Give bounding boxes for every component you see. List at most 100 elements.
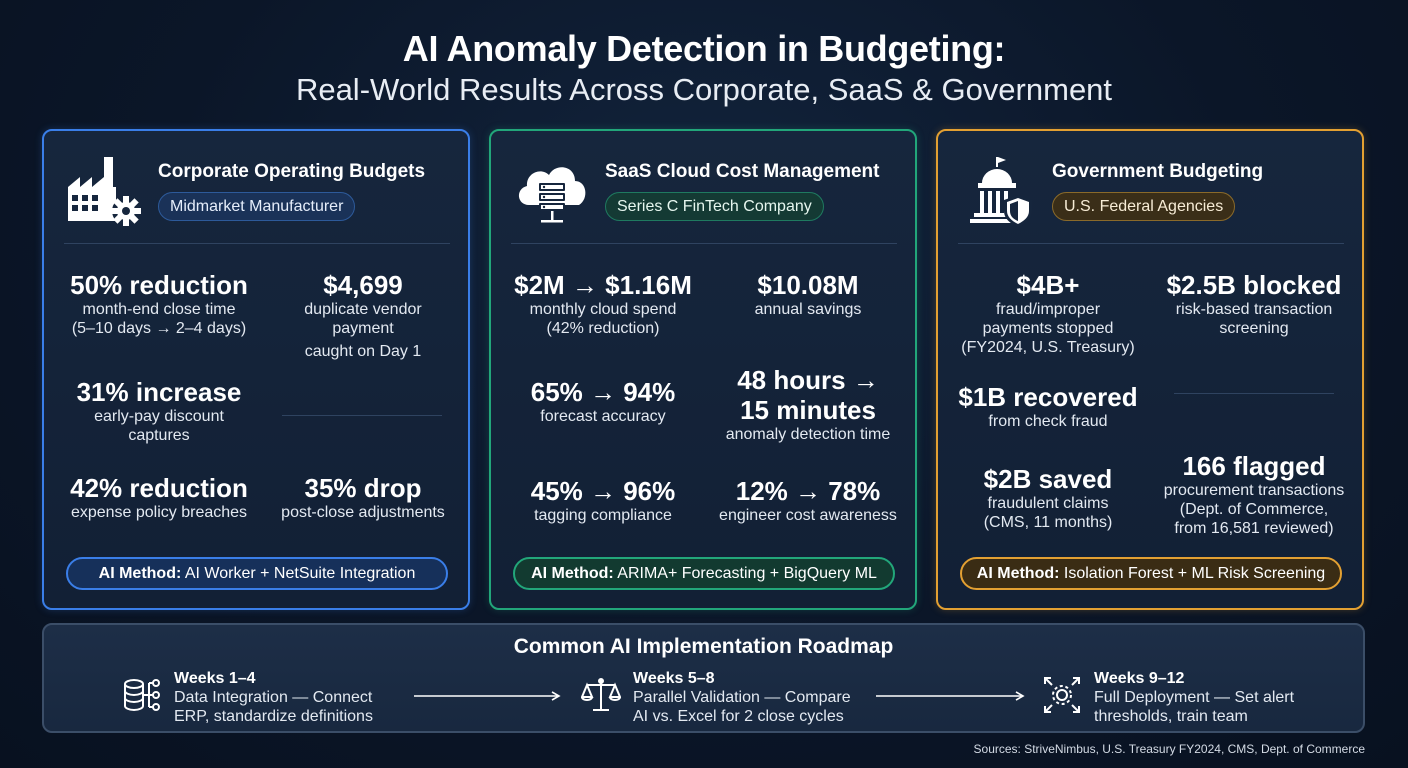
step-text: Weeks 1–4 Data Integration — Connect ERP…	[174, 669, 373, 726]
metric-value: 166 flagged	[1182, 451, 1326, 481]
metric-label: month-end close time	[82, 301, 236, 318]
metric-value: $4B+	[1016, 270, 1080, 300]
ai-method-badge: AI Method: AI Worker + NetSuite Integrat…	[66, 557, 448, 590]
arrow-right-icon	[876, 691, 1025, 701]
metric-label: engineer cost awareness	[719, 507, 897, 524]
ai-method-value: Isolation Forest + ML Risk Screening	[1063, 565, 1326, 582]
card-government: Government Budgeting U.S. Federal Agenci…	[936, 129, 1364, 610]
metric-label: post-close adjustments	[281, 504, 445, 521]
metric: $10.08M annual savings	[715, 270, 901, 319]
metric: $2M → $1.16M monthly cloud spend (42% re…	[501, 270, 705, 338]
ai-method-label: AI Method:	[531, 565, 614, 582]
metric: 35% drop post-close adjustments	[270, 473, 456, 522]
metric-label: annual savings	[754, 301, 862, 318]
metric: 65% → 94% forecast accuracy	[501, 377, 705, 426]
metric: 45% → 96% tagging compliance	[501, 476, 705, 525]
metric-value: 35% drop	[304, 473, 422, 503]
metric: $2.5B blocked risk-based transaction scr…	[1156, 270, 1352, 338]
metric: $1B recovered from check fraud	[942, 382, 1154, 431]
metric-label: duplicate vendor	[304, 301, 422, 318]
scale-balance-icon	[581, 678, 621, 711]
card-title: Government Budgeting	[1052, 161, 1264, 182]
roadmap-title: Common AI Implementation Roadmap	[513, 635, 894, 658]
metric-label: captures	[128, 427, 190, 444]
metric-value: $4,699	[323, 270, 403, 300]
database-network-icon	[124, 679, 160, 712]
divider	[282, 415, 442, 416]
step-description: thresholds, train team	[1094, 708, 1248, 725]
metric: 48 hours → 15 minutes anomaly detection …	[715, 365, 901, 444]
ai-method-label: AI Method:	[976, 565, 1060, 582]
cloud-server-icon	[518, 167, 586, 223]
ai-method-label: AI Method:	[98, 565, 182, 582]
metric: $4B+ fraud/improper payments stopped (FY…	[948, 270, 1148, 357]
metric: 42% reduction expense policy breaches	[58, 473, 260, 522]
metric: 166 flagged procurement transactions (De…	[1148, 451, 1360, 538]
ai-method-badge: AI Method: ARIMA+ Forecasting + BigQuery…	[513, 557, 895, 590]
tag-badge: Series C FinTech Company	[605, 192, 824, 221]
metric-value: 50% reduction	[70, 270, 248, 300]
step-text: Weeks 9–12 Full Deployment — Set alert t…	[1094, 669, 1294, 726]
metric: $2B saved fraudulent claims (CMS, 11 mon…	[948, 464, 1148, 532]
metric-value: 15 minutes	[740, 395, 876, 425]
step-description: Full Deployment — Set alert	[1094, 689, 1295, 706]
metric-label: (42% reduction)	[546, 320, 660, 337]
page-title: AI Anomaly Detection in Budgeting:	[402, 28, 1006, 69]
metric-label: screening	[1219, 320, 1289, 337]
metric-value: $2M → $1.16M	[514, 270, 692, 300]
divider	[1174, 393, 1334, 394]
metric-value: 45% → 96%	[530, 476, 676, 506]
factory-gear-icon	[68, 157, 141, 226]
metric-value: $10.08M	[757, 270, 859, 300]
capitol-shield-icon	[970, 157, 1032, 227]
metric-value: 48 hours →	[737, 365, 879, 395]
tag-badge: Midmarket Manufacturer	[158, 192, 356, 221]
metric-value: 65% → 94%	[530, 377, 676, 407]
metric-label: payments stopped	[982, 320, 1114, 337]
metric-label: forecast accuracy	[540, 408, 666, 425]
divider	[958, 243, 1344, 244]
metric-label: (CMS, 11 months)	[983, 514, 1113, 531]
step-description: ERP, standardize definitions	[174, 708, 373, 725]
metric-label: (5–10 days → 2–4 days)	[71, 320, 247, 337]
metric-label: tagging compliance	[534, 507, 672, 524]
step-weeks: Weeks 1–4	[174, 670, 256, 687]
step-description: AI vs. Excel for 2 close cycles	[633, 708, 844, 725]
card-title: SaaS Cloud Cost Management	[605, 161, 880, 182]
metric-label: monthly cloud spend	[529, 301, 677, 318]
card-title: Corporate Operating Budgets	[158, 161, 426, 182]
metric: 50% reduction month-end close time (5–10…	[64, 270, 254, 338]
metric-label: procurement transactions	[1163, 482, 1345, 499]
card-corporate: Corporate Operating Budgets Midmarket Ma…	[42, 129, 470, 610]
metric-label: expense policy breaches	[70, 504, 248, 521]
metric-label: risk-based transaction	[1175, 301, 1333, 318]
divider	[64, 243, 450, 244]
metric-label: early-pay discount	[94, 408, 224, 425]
step-weeks: Weeks 9–12	[1094, 670, 1185, 687]
metric-label: from 16,581 reviewed)	[1174, 520, 1334, 537]
metric: 31% increase early-pay discount captures	[64, 377, 254, 445]
metric-value: 31% increase	[76, 377, 242, 407]
ai-method-badge: AI Method: Isolation Forest + ML Risk Sc…	[960, 557, 1342, 590]
divider	[511, 243, 897, 244]
metric-label: anomaly detection time	[725, 426, 891, 443]
metric-value: 42% reduction	[70, 473, 248, 503]
metric-label: (FY2024, U.S. Treasury)	[961, 339, 1135, 356]
roadmap-panel: Common AI Implementation Roadmap Weeks 1…	[42, 623, 1365, 733]
step-text: Weeks 5–8 Parallel Validation — Compare …	[633, 669, 851, 726]
step-weeks: Weeks 5–8	[633, 670, 715, 687]
arrow-right-icon	[414, 691, 561, 701]
metric-value: $2B saved	[983, 464, 1113, 494]
ai-method-value: ARIMA+ Forecasting + BigQuery ML	[617, 565, 877, 582]
metric-value: 12% → 78%	[735, 476, 881, 506]
ai-method-value: AI Worker + NetSuite Integration	[184, 565, 416, 582]
card-saas: SaaS Cloud Cost Management Series C FinT…	[489, 129, 917, 610]
metric: 12% → 78% engineer cost awareness	[709, 476, 907, 525]
metric-label: payment	[332, 320, 394, 337]
metric-label: fraud/improper	[995, 301, 1101, 318]
tag-badge: U.S. Federal Agencies	[1052, 192, 1236, 221]
metric-label: from check fraud	[988, 413, 1108, 430]
metric-label: (Dept. of Commerce,	[1179, 501, 1329, 518]
step-description: Parallel Validation — Compare	[633, 689, 851, 706]
page-subtitle: Real-World Results Across Corporate, Saa…	[295, 72, 1113, 107]
